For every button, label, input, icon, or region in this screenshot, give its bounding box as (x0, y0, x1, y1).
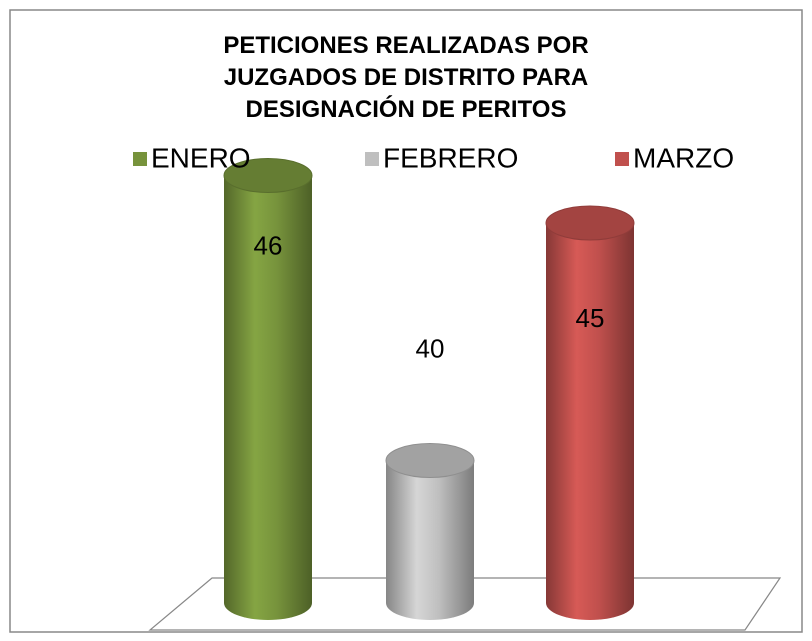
bar (545, 205, 635, 620)
bar-top (223, 158, 313, 193)
legend-label: MARZO (633, 142, 734, 173)
bar (223, 158, 313, 620)
data-label: 45 (576, 303, 605, 333)
bar (385, 443, 475, 620)
bar-top (545, 205, 635, 241)
data-label: 46 (254, 230, 283, 260)
bar-body (546, 223, 634, 603)
bar-body (386, 460, 474, 603)
bar-top (385, 443, 475, 478)
legend-label: FEBRERO (383, 142, 518, 173)
legend-swatch (365, 152, 379, 166)
legend-swatch (615, 152, 629, 166)
legend-swatch (133, 152, 147, 166)
legend-label: ENERO (151, 142, 251, 173)
data-label: 40 (416, 333, 445, 363)
chart-title: PETICIONES REALIZADAS POR JUZGADOS DE DI… (223, 32, 589, 123)
bar-body (224, 175, 312, 603)
